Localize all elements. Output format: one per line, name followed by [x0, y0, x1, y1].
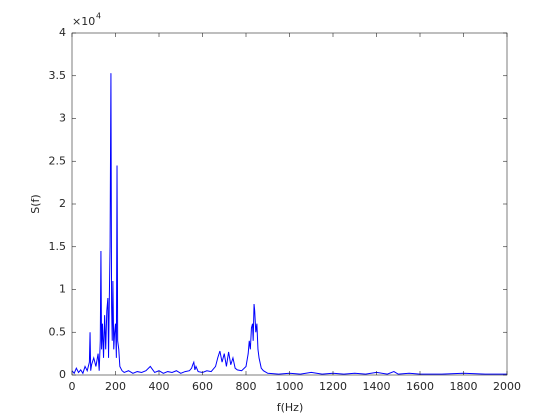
y-axis-label: S(f): [29, 194, 42, 213]
x-tick-label: 200: [105, 380, 126, 393]
y-tick-label: 1: [59, 283, 66, 296]
x-tick-label: 400: [149, 380, 170, 393]
x-tick-label: 1200: [319, 380, 347, 393]
plot-box: [71, 32, 508, 376]
y-tick-label: 2.5: [49, 154, 67, 167]
x-tick-label: 1600: [406, 380, 434, 393]
x-tick-label: 800: [236, 380, 257, 393]
y-tick-label: 0: [59, 368, 66, 381]
y-tick-label: 2: [59, 197, 66, 210]
y-tick-label: 1.5: [49, 240, 67, 253]
y-multiplier-exponent: 4: [96, 12, 101, 21]
x-tick-label: 1400: [363, 380, 391, 393]
x-tick-label: 2000: [493, 380, 521, 393]
x-tick-label: 1800: [450, 380, 478, 393]
x-tick-label: 0: [69, 380, 76, 393]
y-tick-label: 3: [59, 112, 66, 125]
x-tick-label: 600: [192, 380, 213, 393]
x-axis-label: f(Hz): [277, 401, 304, 414]
data-line: [71, 73, 507, 375]
y-tick-label: 3.5: [49, 69, 67, 82]
y-tick-label: 0.5: [49, 325, 67, 338]
y-multiplier: ×10: [72, 15, 95, 28]
y-tick-label: 4: [59, 26, 66, 39]
x-tick-label: 1000: [276, 380, 304, 393]
